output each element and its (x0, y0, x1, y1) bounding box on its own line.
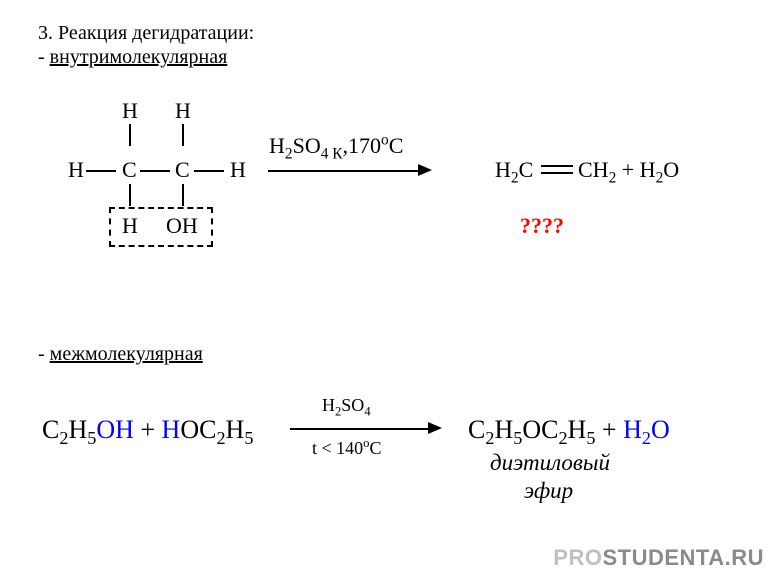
p2-h2o: H2O (623, 415, 670, 444)
bond-v-1 (129, 124, 131, 146)
double-bond-bottom (541, 172, 573, 174)
subtype-1: - внутримолекулярная (38, 46, 227, 69)
subtype-2-label: межмолекулярная (50, 343, 203, 365)
watermark: PROSTUDENTA.RU (553, 545, 764, 571)
reaction-1-arrow-head (418, 164, 432, 176)
bond-h-1 (86, 170, 116, 172)
atom-h-right: H (230, 159, 246, 181)
subtype-2: - межмолекулярная (38, 343, 203, 366)
bond-v-3 (129, 184, 131, 206)
leaving-group-box (109, 207, 213, 247)
bond-v-2 (182, 124, 184, 146)
product-name-1: диэтиловый (490, 450, 610, 476)
r2-oc2h5: OC2H5 (180, 415, 253, 444)
reaction-2-arrow-head (428, 422, 442, 434)
p2-ether: C2H5OC2H5 (468, 415, 595, 444)
watermark-pro: PRO (553, 545, 602, 570)
subtype-2-prefix: - (38, 343, 50, 365)
atom-h-left: H (68, 159, 84, 181)
reaction-1-arrow-line (268, 170, 420, 172)
product-h2c: H2C (495, 159, 533, 181)
bond-v-4 (182, 184, 184, 206)
reaction-2-arrow-line (290, 428, 430, 430)
products-2: C2H5OC2H5 + H2O (468, 415, 670, 445)
atom-c-2: C (175, 159, 190, 181)
r2-h: H (162, 415, 181, 444)
atom-c-1: C (122, 159, 137, 181)
section-title: 3. Реакция дегидратации: (38, 22, 254, 45)
product-ch2-h2o: CH2 + H2O (578, 159, 679, 181)
p2-plus: + (595, 415, 623, 444)
atom-h-top-1: H (122, 100, 138, 122)
subtype-1-label: внутримолекулярная (50, 46, 228, 68)
bond-h-3 (194, 170, 224, 172)
question-marks: ???? (520, 213, 564, 239)
product-name-2: эфир (524, 478, 573, 504)
atom-h-top-2: H (175, 100, 191, 122)
r2-plus: + (134, 415, 162, 444)
subtype-1-prefix: - (38, 46, 50, 68)
reaction-1-conditions: H2SO4 К,170oC (269, 135, 403, 157)
r2-c2h5-1: C2H5 (42, 415, 96, 444)
reaction-2-top-cond: H2SO4 (322, 395, 371, 416)
double-bond-top (541, 165, 573, 167)
reactants-2: C2H5OH + HOC2H5 (42, 415, 253, 445)
reaction-2-bottom-cond: t < 140oC (312, 438, 381, 459)
bond-h-2 (140, 170, 170, 172)
watermark-studenta: STUDENTA.RU (602, 545, 764, 570)
r2-oh: OH (96, 415, 134, 444)
